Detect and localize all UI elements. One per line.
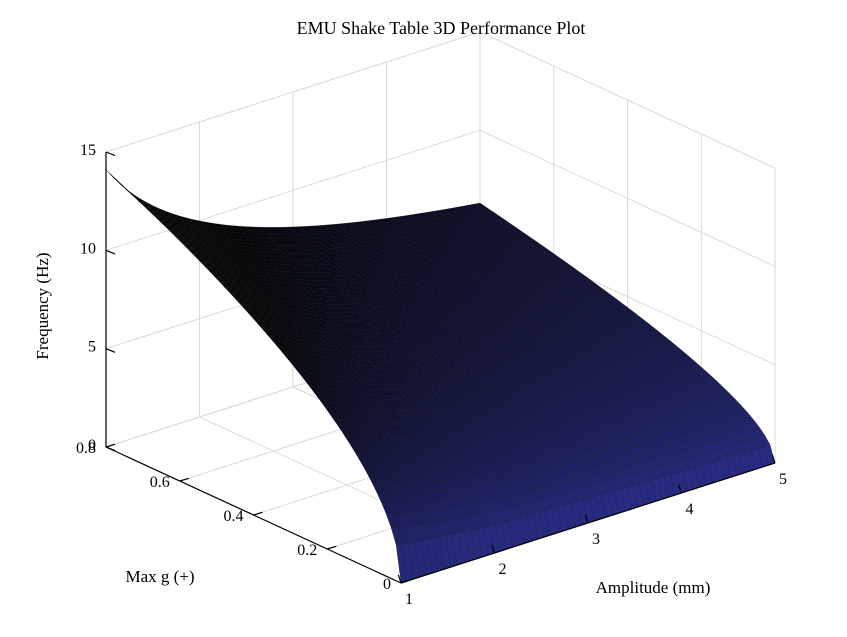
back-wall-grid-line [105,31,481,153]
x-tick-mark [491,544,496,554]
chart-title: EMU Shake Table 3D Performance Plot [297,18,586,38]
z-tick-mark [105,151,116,157]
y-axis-label: Max g (+) [125,567,194,586]
z-tick-label: 0 [88,437,96,454]
z-tick-mark [105,249,116,255]
z-tick-label: 15 [80,142,96,159]
y-tick-mark [105,443,116,448]
x-tick-label: 4 [686,501,694,518]
z-tick-label: 5 [88,339,96,356]
x-tick-mark [678,484,683,494]
z-tick-label: 10 [80,240,96,257]
y-tick-mark [327,545,337,550]
right-wall-grid-line [479,129,776,267]
x-axis-label: Amplitude (mm) [596,578,711,597]
y-tick-mark [400,579,411,584]
y-tick-label: 0.8 [76,440,96,457]
x-tick-mark [397,574,402,584]
y-tick-mark [253,511,263,516]
y-tick-mark [179,477,189,482]
x-tick-label: 2 [499,561,507,578]
y-tick-label: 0.2 [297,542,317,559]
surface [105,169,776,584]
x-tick-label: 3 [592,531,600,548]
y-tick-label: 0.6 [150,474,170,491]
back-wall-grid-line [105,129,481,251]
right-wall-grid-line [479,31,776,169]
y-tick-label: 0.4 [224,508,244,525]
z-axis-label: Frequency (Hz) [33,252,52,359]
x-tick-mark [771,454,776,464]
x-tick-label: 5 [779,471,787,488]
tick-marks [105,151,776,584]
z-tick-mark [105,446,116,452]
z-tick-mark [105,348,116,353]
x-tick-mark [584,514,589,524]
x-tick-label: 1 [405,591,413,608]
y-tick-label: 0 [383,576,391,593]
